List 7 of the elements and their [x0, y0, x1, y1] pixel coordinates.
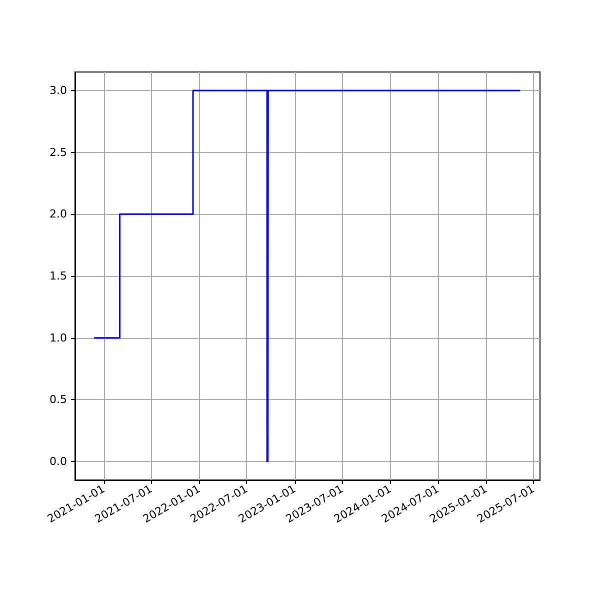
y-tick-label: 1.0: [50, 331, 67, 344]
y-tick-label: 0.0: [50, 454, 67, 468]
y-tick-label: 1.5: [50, 270, 67, 282]
y-tick-label: 2.0: [50, 208, 67, 221]
y-tick-label: 0.5: [50, 393, 67, 406]
y-tick-label: 3.0: [50, 84, 67, 98]
y-tick-label: 2.5: [50, 146, 67, 159]
